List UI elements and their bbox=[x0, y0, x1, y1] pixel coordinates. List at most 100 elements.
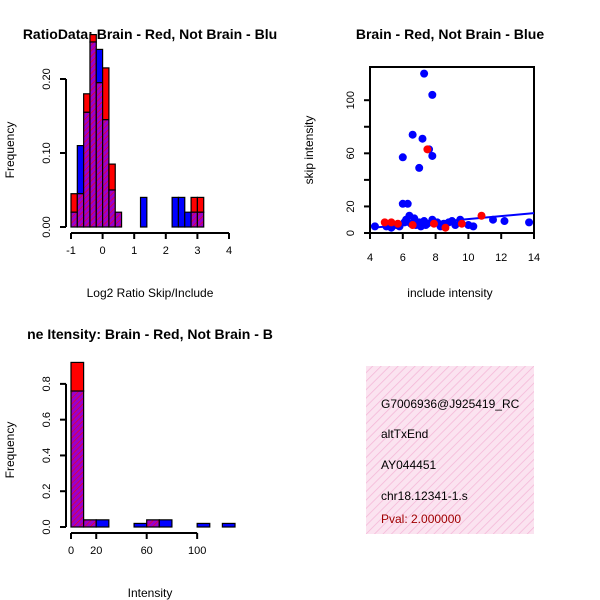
intensity-histogram-axes: 0 20 60 100 0.0 0.2 0.4 0.6 0.8 bbox=[41, 376, 206, 557]
info-event-type: altTxEnd bbox=[381, 427, 428, 441]
intensity-histogram-y-tick-label: 0.0 bbox=[41, 519, 53, 534]
ratio-histogram-bar-overlap bbox=[89, 41, 97, 228]
scatter-point-not-brain bbox=[420, 69, 429, 78]
info-accession: AY044451 bbox=[381, 458, 436, 472]
ratio-histogram-x-tick-label: 2 bbox=[163, 245, 169, 257]
scatter-y-tick-label: 60 bbox=[345, 147, 357, 159]
ratio-histogram-x-tick-label: 4 bbox=[226, 245, 232, 257]
ratio-histogram-bar-overlap bbox=[95, 82, 104, 228]
ratio-histogram-bar bbox=[171, 196, 180, 228]
ratio-histogram-bar bbox=[101, 67, 110, 121]
scatter-point-not-brain bbox=[428, 90, 437, 99]
ratio-histogram-bars bbox=[70, 33, 205, 228]
ratio-histogram-x-tick-label: 0 bbox=[100, 245, 106, 257]
ratio-histogram-y-tick-label: 0.10 bbox=[41, 142, 53, 163]
scatter-x-tick-label: 6 bbox=[400, 252, 406, 264]
ratio-histogram-y-tick-label: 0.00 bbox=[41, 216, 53, 237]
ratio-histogram-bar bbox=[89, 33, 97, 43]
scatter-point-brain bbox=[408, 221, 417, 230]
ratio-histogram-bar-overlap bbox=[196, 211, 205, 228]
scatter-point-not-brain bbox=[418, 134, 427, 143]
intensity-histogram-ylabel: Frequency bbox=[3, 422, 17, 479]
info-panel: G7006936@J925419_RC altTxEnd AY044451 ch… bbox=[366, 366, 534, 534]
scatter-x-tick-label: 12 bbox=[495, 252, 507, 264]
ratio-histogram-bar bbox=[184, 211, 192, 228]
intensity-histogram-x-tick-label: 20 bbox=[90, 545, 102, 557]
scatter-point-not-brain bbox=[370, 222, 379, 231]
scatter-point-not-brain bbox=[408, 130, 417, 139]
ratio-histogram-title: RatioData: Brain - Red, Not Brain - Blu bbox=[23, 26, 277, 42]
ratio-histogram-x-tick-label: 3 bbox=[194, 245, 200, 257]
scatter-x-tick-label: 4 bbox=[367, 252, 373, 264]
intensity-histogram-bars bbox=[70, 361, 236, 528]
intensity-histogram-bar bbox=[196, 522, 211, 528]
scatter-x-tick-label: 10 bbox=[462, 252, 474, 264]
intensity-histogram-bar bbox=[158, 519, 173, 528]
scatter-point-brain bbox=[393, 219, 402, 228]
intensity-histogram-y-tick-label: 0.2 bbox=[41, 484, 53, 499]
info-event-id: G7006936@J925419_RC bbox=[381, 397, 520, 411]
intensity-histogram-bar bbox=[133, 522, 148, 528]
ratio-histogram-bar bbox=[70, 193, 78, 213]
scatter-point-not-brain bbox=[398, 153, 407, 162]
scatter-point-not-brain bbox=[421, 221, 430, 230]
ratio-histogram-bar-overlap bbox=[83, 111, 91, 228]
scatter-y-tick-label: 0 bbox=[345, 230, 357, 236]
ratio-histogram-y-tick-label: 0.20 bbox=[41, 68, 53, 89]
scatter-point-not-brain bbox=[415, 163, 424, 172]
ratio-histogram-bar bbox=[95, 48, 104, 84]
scatter-point-not-brain bbox=[428, 151, 437, 160]
scatter-point-brain bbox=[477, 211, 486, 220]
scatter-point-brain bbox=[387, 218, 396, 227]
scatter-points bbox=[370, 69, 534, 232]
info-location: chr18.12341-1.s bbox=[381, 489, 468, 503]
ratio-histogram-bar-overlap bbox=[70, 211, 78, 228]
scatter-point-not-brain bbox=[469, 222, 478, 231]
intensity-histogram-bar-overlap bbox=[83, 519, 97, 528]
scatter-x-tick-label: 14 bbox=[528, 252, 540, 264]
scatter-axes: 4 6 8 10 12 14 0 20 60 100 bbox=[345, 91, 540, 264]
intensity-histogram-x-tick-label: 0 bbox=[68, 545, 74, 557]
intensity-histogram-title: ne Itensity: Brain - Red, Not Brain - B bbox=[27, 326, 273, 342]
intensity-histogram-x-tick-label: 100 bbox=[188, 545, 206, 557]
scatter-y-tick-label: 20 bbox=[345, 200, 357, 212]
intensity-histogram-x-tick-label: 60 bbox=[141, 545, 153, 557]
ratio-histogram-ylabel: Frequency bbox=[3, 122, 17, 179]
scatter-ylabel: skip intensity bbox=[302, 116, 316, 185]
scatter-title: Brain - Red, Not Brain - Blue bbox=[356, 26, 544, 42]
ratio-histogram-xlabel: Log2 Ratio Skip/Include bbox=[87, 286, 214, 300]
ratio-histogram-x-tick-label: 1 bbox=[131, 245, 137, 257]
intensity-histogram-xlabel: Intensity bbox=[128, 586, 173, 600]
intensity-histogram-bar bbox=[221, 522, 236, 528]
ratio-histogram-bar bbox=[83, 93, 91, 113]
ratio-histogram-x-tick-label: -1 bbox=[66, 245, 76, 257]
ratio-histogram-bar bbox=[190, 196, 199, 213]
ratio-histogram-bar-overlap bbox=[108, 189, 116, 228]
ratio-histogram-bar-overlap bbox=[114, 211, 123, 228]
intensity-histogram-y-tick-label: 0.4 bbox=[41, 448, 53, 463]
intensity-histogram-bar-overlap bbox=[70, 390, 85, 528]
scatter-point-not-brain bbox=[525, 218, 534, 227]
ratio-histogram-bar-overlap bbox=[190, 211, 199, 228]
scatter-point-not-brain bbox=[500, 217, 509, 226]
intensity-histogram-bar-overlap bbox=[146, 519, 160, 528]
info-panel-background bbox=[366, 366, 534, 534]
scatter-point-not-brain bbox=[489, 215, 497, 224]
ratio-histogram-bar bbox=[196, 196, 205, 213]
ratio-histogram-panel: RatioData: Brain - Red, Not Brain - Blu … bbox=[3, 26, 277, 300]
intensity-histogram-y-tick-label: 0.6 bbox=[41, 412, 53, 427]
intensity-histogram-bar bbox=[95, 519, 110, 528]
scatter-point-brain bbox=[423, 145, 432, 154]
ratio-histogram-bar-overlap bbox=[76, 193, 85, 228]
scatter-point-brain bbox=[429, 219, 438, 228]
scatter-x-tick-label: 8 bbox=[433, 252, 439, 264]
ratio-histogram-bar bbox=[139, 196, 148, 228]
scatter-y-tick-label: 100 bbox=[345, 91, 357, 109]
scatter-xlabel: include intensity bbox=[407, 286, 492, 300]
ratio-histogram-bar bbox=[177, 196, 186, 228]
scatter-point-brain bbox=[380, 218, 389, 227]
ratio-histogram-bar-overlap bbox=[101, 119, 110, 228]
scatter-panel: Brain - Red, Not Brain - Blue 4 6 8 10 12 14 0… bbox=[302, 26, 544, 300]
info-pval: Pval: 2.000000 bbox=[381, 512, 461, 526]
scatter-point-not-brain bbox=[403, 199, 412, 208]
